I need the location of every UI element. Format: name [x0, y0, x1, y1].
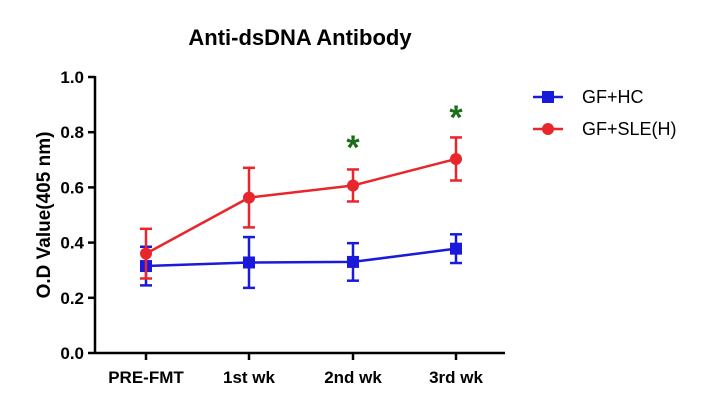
- legend: GF+HC GF+SLE(H): [533, 87, 677, 139]
- chart-title: Anti-dsDNA Antibody: [188, 25, 412, 50]
- series-line: [145, 247, 457, 268]
- y-tick-label: 0.6: [60, 178, 84, 197]
- legend-label: GF+SLE(H): [582, 119, 677, 139]
- legend-label: GF+HC: [582, 87, 644, 107]
- y-tick-label: 0.2: [60, 289, 84, 308]
- x-tick-label: PRE-FMT: [108, 368, 184, 387]
- data-point: [243, 256, 255, 269]
- y-tick-label: 0.8: [60, 123, 84, 142]
- axes: 0.0 0.2 0.4 0.6 0.8 1.0 PRE-FMT 1st wk 2nd wk 3rd…: [60, 68, 505, 387]
- y-tick-label: 0.4: [60, 234, 84, 253]
- legend-item-1: GF+HC: [533, 87, 644, 107]
- data-point: [347, 255, 359, 268]
- legend-item-2: GF+SLE(H): [533, 119, 677, 139]
- y-tick-label: 0.0: [60, 344, 84, 363]
- series-2: [140, 136, 462, 280]
- series-line: [145, 157, 457, 255]
- y-tick-label: 1.0: [60, 68, 84, 87]
- data-point: [347, 179, 359, 192]
- x-tick-label: 3rd wk: [429, 368, 483, 387]
- significance-star: *: [346, 129, 360, 167]
- series-1: [140, 233, 462, 290]
- data-point: [450, 242, 462, 255]
- data-point: [243, 191, 255, 204]
- legend-marker: [542, 91, 554, 103]
- significance-star: *: [449, 99, 463, 137]
- x-tick-label: 1st wk: [223, 368, 276, 387]
- plot-area: **: [140, 99, 463, 290]
- x-tick-label: 2nd wk: [324, 368, 382, 387]
- y-axis-label: O.D Value(405 nm): [34, 132, 55, 299]
- data-point: [450, 152, 462, 165]
- legend-marker: [542, 123, 554, 135]
- data-point: [140, 247, 152, 260]
